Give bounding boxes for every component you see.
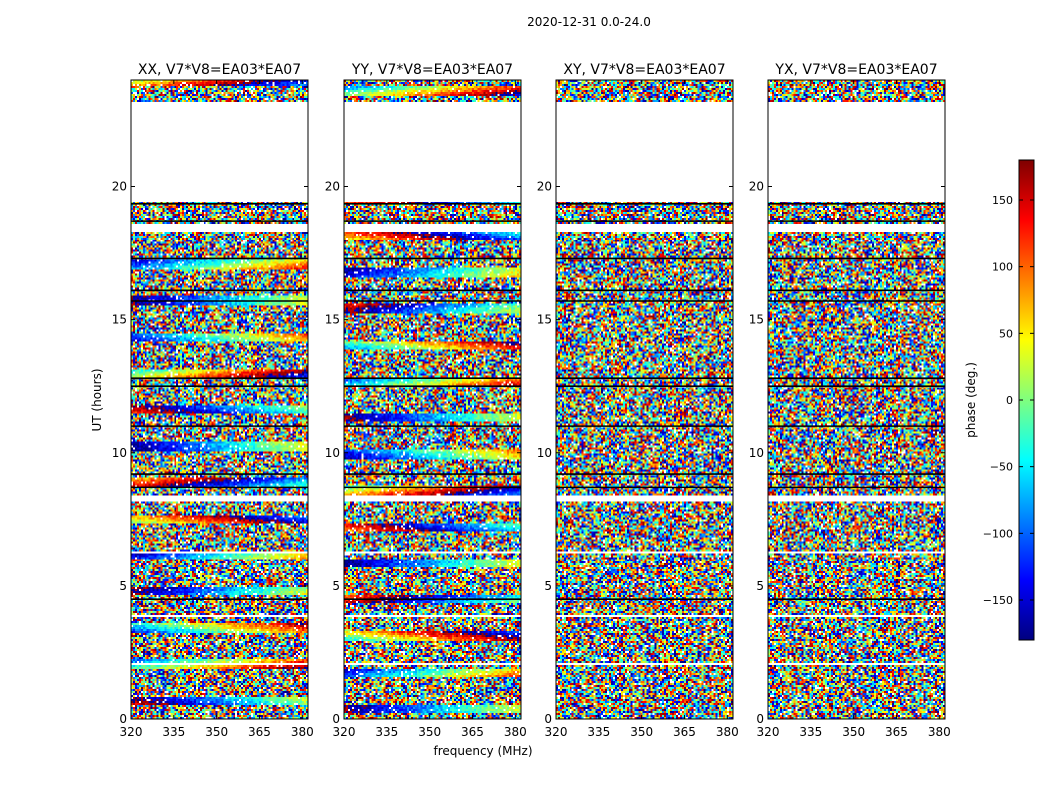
y-tick-label: 20 [112,180,127,194]
colorbar-tick-label: 50 [999,327,1013,340]
x-tick-label: 335 [587,725,610,739]
x-tick-label: 335 [375,725,398,739]
colorbar-tick-label: 100 [992,261,1013,274]
y-tick-label: 10 [749,446,764,460]
x-tick-label: 365 [248,725,271,739]
y-tick-label: 20 [749,180,764,194]
y-tick-label: 10 [112,446,127,460]
x-tick-label: 350 [842,725,865,739]
x-tick-label: 380 [291,725,314,739]
panels-group: XX, V7*V8=EA03*EA07 320 335 350 365 380 0 5 10 15… [112,62,951,739]
x-tick-label: 320 [757,725,780,739]
x-tick-label: 350 [630,725,653,739]
y-tick-label: 15 [112,313,127,327]
y-tick-label: 0 [332,712,340,726]
panel-title: XY, V7*V8=EA03*EA07 [563,62,725,78]
y-tick-label: 0 [756,712,764,726]
y-tick-label: 10 [537,446,552,460]
x-tick-label: 365 [461,725,484,739]
y-tick-label: 5 [756,579,764,593]
colorbar-tick-label: 0 [1006,394,1013,407]
panel-yx: YX, V7*V8=EA03*EA07 320 335 350 365 380 0 5 10 15… [749,62,951,739]
x-tick-label: 320 [545,725,568,739]
x-tick-label: 335 [162,725,185,739]
x-tick-label: 320 [120,725,143,739]
colorbar-label: phase (deg.) [964,362,978,438]
x-tick-label: 320 [333,725,356,739]
panel-xx: XX, V7*V8=EA03*EA07 320 335 350 365 380 0 5 10 15… [112,62,314,739]
panel-xy: XY, V7*V8=EA03*EA07 320 335 350 365 380 0 5 10 15… [537,62,739,739]
heatmap-xy [556,80,733,719]
panel-frame [767,79,946,720]
colorbar-tick-label: −150 [983,594,1013,607]
panel-title: YX, V7*V8=EA03*EA07 [774,62,937,78]
colorbar-tick-label: 150 [992,194,1013,207]
panel-yy: YY, V7*V8=EA03*EA07 320 335 350 365 380 0 5 10 15… [325,62,527,739]
x-axis-label: frequency (MHz) [433,744,532,758]
heatmap-yy [344,80,521,719]
y-tick-label: 0 [544,712,552,726]
panel-title: XX, V7*V8=EA03*EA07 [138,62,301,78]
y-tick-label: 15 [749,313,764,327]
y-tick-label: 20 [537,180,552,194]
y-tick-label: 5 [544,579,552,593]
x-tick-label: 380 [716,725,739,739]
colorbar-tick-label: −50 [990,461,1013,474]
figure-title: 2020-12-31 0.0-24.0 [527,15,651,29]
y-tick-label: 10 [325,446,340,460]
heatmap-xx [131,80,308,719]
y-tick-label: 20 [325,180,340,194]
panel-title: YY, V7*V8=EA03*EA07 [351,62,513,78]
x-tick-label: 380 [928,725,951,739]
heatmap-yx [768,80,945,719]
y-axis-label: UT (hours) [90,368,104,431]
x-tick-label: 365 [885,725,908,739]
colorbar-tick-label: −100 [983,527,1013,540]
x-tick-label: 335 [799,725,822,739]
x-tick-label: 350 [418,725,441,739]
y-tick-label: 0 [119,712,127,726]
y-tick-label: 15 [325,313,340,327]
y-tick-label: 5 [119,579,127,593]
y-tick-label: 15 [537,313,552,327]
x-tick-label: 365 [673,725,696,739]
colorbar-ticks: 150 100 50 0 −50 −100 −150 [983,194,1034,607]
x-tick-label: 350 [205,725,228,739]
x-tick-label: 380 [504,725,527,739]
y-tick-label: 5 [332,579,340,593]
panel-frame [130,79,309,720]
panel-frame [555,79,734,720]
panel-frame [343,79,522,720]
